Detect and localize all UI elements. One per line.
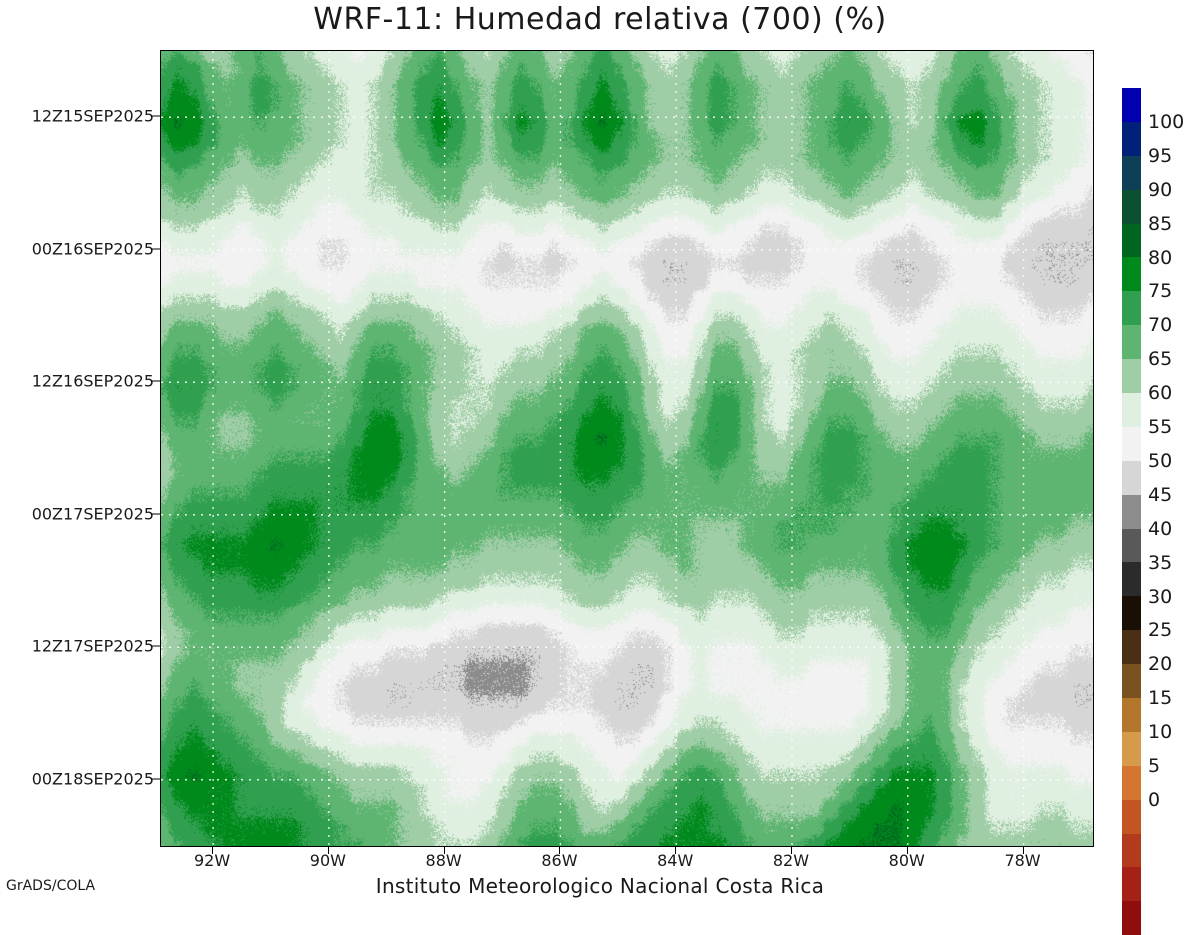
y-axis-tick-label: 00Z16SEP2025 — [31, 239, 154, 259]
plot-area — [160, 50, 1094, 847]
y-axis-tick-label: 12Z15SEP2025 — [31, 106, 154, 126]
colorbar-swatch — [1122, 494, 1141, 529]
colorbar-tick-label: 65 — [1148, 348, 1173, 371]
colorbar-tick-label: 0 — [1148, 788, 1161, 811]
colorbar-swatch — [1122, 765, 1141, 800]
colorbar-swatch — [1122, 867, 1141, 902]
x-axis-tick-mark — [443, 846, 445, 854]
colorbar-swatch — [1122, 88, 1141, 122]
colorbar-swatch — [1122, 121, 1141, 156]
y-axis-tick-label: 12Z16SEP2025 — [31, 371, 154, 391]
x-axis-tick-mark — [1022, 846, 1024, 854]
x-axis-tick-mark — [212, 846, 214, 854]
colorbar-tick-label: 25 — [1148, 619, 1173, 642]
y-axis-tick-mark — [151, 778, 160, 780]
x-axis-tick-mark — [559, 846, 561, 854]
colorbar-swatch — [1122, 596, 1141, 631]
colorbar-tick-label: 10 — [1148, 721, 1173, 744]
y-axis-tick-label: 00Z17SEP2025 — [31, 504, 154, 524]
x-axis-tick-mark — [675, 846, 677, 854]
colorbar-swatch — [1122, 528, 1141, 563]
y-axis-tick-mark — [151, 380, 160, 382]
colorbar-tick-label: 80 — [1148, 246, 1173, 269]
colorbar-tick-label: 40 — [1148, 517, 1173, 540]
colorbar-swatch — [1122, 630, 1141, 665]
colorbar-swatch — [1122, 731, 1141, 766]
chart-title: WRF-11: Humedad relativa (700) (%) — [313, 2, 887, 37]
colorbar-swatch — [1122, 325, 1141, 360]
colorbar-swatch — [1122, 393, 1141, 427]
y-axis-tick-mark — [151, 645, 160, 647]
colorbar-swatch — [1122, 359, 1141, 394]
footer-credit-grads: GrADS/COLA — [6, 878, 96, 894]
x-axis-tick-mark — [327, 846, 329, 854]
x-axis-tick-label: 88W — [425, 851, 462, 870]
chart-page: WRF-11: Humedad relativa (700) (%) 12Z15… — [6, 2, 1185, 935]
colorbar-swatch — [1122, 799, 1141, 834]
colorbar-tick-label: 60 — [1148, 382, 1173, 405]
x-axis-tick-label: 90W — [309, 851, 346, 870]
colorbar-tick-label: 100 — [1148, 110, 1185, 133]
x-axis-tick-label: 82W — [772, 851, 810, 870]
colorbar-tick-label: 55 — [1148, 416, 1173, 438]
colorbar-tick-label: 30 — [1148, 585, 1173, 608]
colorbar-tick-label: 35 — [1148, 551, 1173, 574]
colorbar-swatch — [1122, 901, 1141, 935]
y-axis-tick-label: 00Z18SEP2025 — [31, 769, 154, 789]
contour-field-canvas — [161, 51, 1093, 846]
colorbar-swatch — [1122, 664, 1141, 699]
y-axis-tick-mark — [151, 513, 160, 515]
x-axis-tick-label: 86W — [541, 851, 578, 870]
x-axis-tick-mark — [906, 846, 908, 854]
colorbar-swatch — [1122, 562, 1141, 597]
x-axis-tick-label: 78W — [1004, 851, 1041, 870]
footer-credit-institute: Instituto Meteorologico Nacional Costa R… — [375, 874, 825, 898]
x-axis-tick-label: 80W — [888, 851, 925, 870]
y-axis-tick-mark — [151, 248, 160, 250]
x-axis-tick-mark — [790, 846, 792, 854]
colorbar — [1122, 88, 1141, 935]
colorbar-swatch — [1122, 155, 1141, 190]
colorbar-swatch — [1122, 426, 1141, 461]
colorbar-tick-label: 70 — [1148, 314, 1173, 337]
colorbar-swatch — [1122, 833, 1141, 868]
colorbar-swatch — [1122, 257, 1141, 292]
colorbar-tick-label: 90 — [1148, 178, 1173, 201]
colorbar-swatch — [1122, 460, 1141, 495]
colorbar-tick-label: 15 — [1148, 687, 1173, 710]
colorbar-swatch — [1122, 189, 1141, 224]
colorbar-tick-label: 95 — [1148, 144, 1173, 167]
colorbar-tick-label: 45 — [1148, 483, 1173, 506]
colorbar-tick-label: 50 — [1148, 449, 1173, 472]
colorbar-swatch — [1122, 698, 1141, 732]
colorbar-swatch — [1122, 291, 1141, 326]
colorbar-tick-label: 5 — [1148, 755, 1161, 777]
colorbar-tick-label: 20 — [1148, 653, 1173, 676]
x-axis-tick-label: 92W — [194, 851, 231, 870]
x-axis-tick-label: 84W — [657, 851, 694, 870]
y-axis-tick-label: 12Z17SEP2025 — [31, 636, 154, 656]
colorbar-tick-label: 85 — [1148, 212, 1173, 235]
y-axis-tick-mark — [151, 115, 160, 117]
colorbar-tick-label: 75 — [1148, 280, 1173, 303]
colorbar-swatch — [1122, 223, 1141, 258]
